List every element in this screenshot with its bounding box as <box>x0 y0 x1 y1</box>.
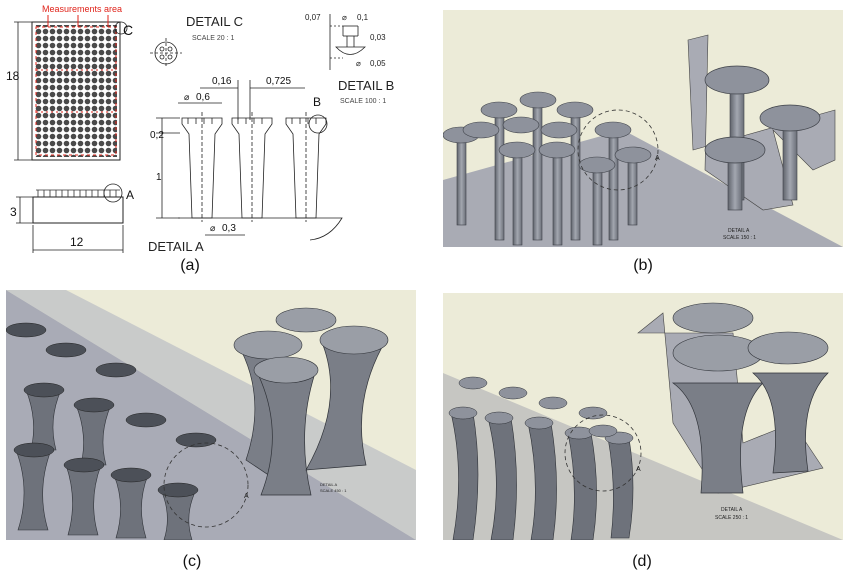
height-dimension <box>14 21 32 161</box>
diam-symbol-2: ⌀ <box>356 59 361 68</box>
render-c: A DETAIL A SCALE 450 : 1 <box>6 290 416 540</box>
detail-a-title: DETAIL A <box>148 239 204 254</box>
dim-016: 0,16 <box>212 76 232 87</box>
base-dimension <box>16 196 33 224</box>
detail-title: DETAIL A <box>728 228 750 234</box>
render-b: A DETAIL A SCALE 150 : 1 <box>443 34 843 247</box>
pillar-tops <box>6 322 217 498</box>
detail-a-callout-circle <box>577 109 659 191</box>
dim-height-label: 18 <box>6 69 20 83</box>
curved-pillar-array <box>450 412 634 540</box>
detail-title: DETAIL A <box>320 482 337 487</box>
dim-03: 0,3 <box>222 223 236 234</box>
detail-b-scale: SCALE 100 : 1 <box>340 98 386 105</box>
dim-0725: 0,725 <box>266 76 291 87</box>
detail-a-pillars <box>178 112 343 241</box>
detail-b-title: DETAIL B <box>338 78 394 93</box>
detail-scale: SCALE 250 : 1 <box>715 515 748 521</box>
caption-c: (c) <box>182 553 202 570</box>
pillar-tips <box>448 376 634 445</box>
width-dimension <box>32 225 124 253</box>
detail-marker: A <box>655 155 660 162</box>
panel-c-render: A DETAIL A SCALE 450 : 1 <box>6 290 416 540</box>
panel-a-drawing: Measurements area C 18 A 3 12 DETAIL C S… <box>0 0 425 255</box>
side-pillars <box>36 189 120 197</box>
panel-d-render: A DETAIL A SCALE 250 : 1 <box>443 293 843 540</box>
measurement-arrows <box>47 15 109 27</box>
detail-a-callout-circle <box>564 414 642 492</box>
pillar-grid <box>35 25 117 157</box>
panel-b-render: A DETAIL A SCALE 150 : 1 <box>443 10 843 247</box>
render-d: A DETAIL A SCALE 250 : 1 <box>443 302 843 540</box>
diam-symbol-3: ⌀ <box>184 92 190 102</box>
label-b: B <box>313 95 321 109</box>
caption-a: (a) <box>180 257 200 274</box>
pillar-array <box>443 91 652 246</box>
detail-a-circle <box>103 183 123 203</box>
detail-c-circle <box>114 21 128 35</box>
detail-scale: SCALE 150 : 1 <box>723 235 756 241</box>
plate-side-view <box>32 196 124 224</box>
zoomed-pillars <box>637 302 829 494</box>
detail-marker: A <box>636 466 641 473</box>
corner-c-label: C <box>123 22 133 38</box>
dim-06: 0,6 <box>196 92 210 103</box>
detail-title: DETAIL A <box>721 507 743 513</box>
detail-c-scale: SCALE 20 : 1 <box>192 35 235 42</box>
detail-c-view <box>150 38 182 68</box>
diam-symbol-1: ⌀ <box>342 13 347 22</box>
dim-005: 0,05 <box>370 59 386 68</box>
dim-base-label: 3 <box>10 205 17 219</box>
zoomed-pillars <box>687 34 836 211</box>
zoomed-tops <box>233 307 389 384</box>
dim-02: 0,2 <box>150 130 164 141</box>
detail-c-title: DETAIL C <box>186 14 243 29</box>
diam-symbol-4: ⌀ <box>210 223 216 233</box>
label-a: A <box>126 188 134 202</box>
dim-width-label: 12 <box>70 235 84 249</box>
base-plate <box>443 130 843 247</box>
technical-drawing: Measurements area C 18 A 3 12 DETAIL C S… <box>6 4 394 254</box>
hourglass-array <box>15 389 197 540</box>
detail-scale: SCALE 450 : 1 <box>320 488 347 493</box>
measurements-area-label: Measurements area <box>42 4 122 14</box>
detail-a-callout-circle <box>163 442 249 528</box>
dim-007: 0,07 <box>305 13 321 22</box>
detail-b-view <box>329 14 366 70</box>
detail-a-dimensions <box>156 80 305 236</box>
dim-003: 0,03 <box>370 33 386 42</box>
caption-b: (b) <box>633 257 653 274</box>
detail-marker: A <box>244 493 249 500</box>
dim-1: 1 <box>156 172 162 183</box>
dim-01: 0,1 <box>357 13 369 22</box>
caption-d: (d) <box>632 553 652 570</box>
measurement-area-outline <box>35 26 117 156</box>
